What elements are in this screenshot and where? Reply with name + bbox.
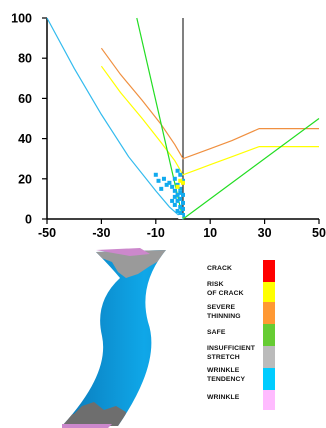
legend-label-safe: SAFE <box>207 329 226 336</box>
x-tick-label: 30 <box>258 226 272 240</box>
x-tick-label: 50 <box>312 226 326 240</box>
scatter-point <box>170 198 175 203</box>
part-view <box>62 248 166 428</box>
y-tick-label: 20 <box>18 172 32 186</box>
scatter-point <box>167 180 172 185</box>
scatter-point <box>156 178 161 183</box>
scatter-point <box>172 188 177 193</box>
legend-swatch-safe <box>263 324 275 346</box>
scatter-point <box>175 192 180 197</box>
scatter-point <box>181 212 185 217</box>
scatter-point <box>178 204 183 209</box>
y-tick-label: 40 <box>18 132 32 146</box>
legend-swatch-wrinkle-tendency <box>263 368 275 390</box>
y-tick-label: 80 <box>18 52 32 66</box>
x-tick-label: -10 <box>147 226 165 240</box>
legend-label-wrinkle-tendency: WRINKLE TENDENCY <box>207 367 246 383</box>
scatter-point <box>175 198 180 203</box>
scatter-points <box>153 168 185 219</box>
legend-label-risk-of-crack: RISK OF CRACK <box>207 281 244 297</box>
safe-region <box>154 330 166 344</box>
scatter-point <box>178 190 183 195</box>
series-layer <box>46 17 320 220</box>
wrinkle-edge-top <box>96 248 150 256</box>
x-tick-label: -50 <box>38 226 56 240</box>
scatter-point <box>178 210 183 215</box>
scatter-point <box>178 186 183 191</box>
insufficient-stretch-region-bottom <box>62 402 126 426</box>
series-line-1 <box>100 65 319 176</box>
chart-axes <box>42 17 320 224</box>
y-tick-label: 0 <box>25 213 32 227</box>
legend-swatch-wrinkle <box>263 390 275 410</box>
scatter-point <box>178 196 183 201</box>
forming-limit-chart: 0 20 40 60 80 100 -50 -30 -10 10 30 50 <box>11 12 326 241</box>
risk-spot <box>158 334 164 339</box>
highlight-point <box>178 178 183 183</box>
legend-swatch-risk-of-crack <box>263 282 275 302</box>
y-tick-label: 100 <box>11 12 32 26</box>
scatter-point <box>181 192 185 197</box>
insufficient-stretch-region-top <box>90 250 166 278</box>
legend-swatch-crack <box>263 260 275 282</box>
highlight-point <box>178 214 183 219</box>
scatter-point <box>175 208 180 213</box>
scatter-point <box>164 182 169 187</box>
series-line-3 <box>136 17 184 220</box>
legend-label-crack: CRACK <box>207 265 233 272</box>
legend-swatch-severe-thinning <box>263 302 275 324</box>
legend-label-insufficient-stretch: INSUFFICIENT STRETCH <box>207 345 256 361</box>
scatter-point <box>175 182 180 187</box>
scatter-point <box>181 206 185 211</box>
highlight-point <box>175 184 180 189</box>
series-line-2 <box>182 118 320 220</box>
highlight-point <box>181 180 185 185</box>
series-line-0 <box>100 47 319 160</box>
y-tick-label: 60 <box>18 92 32 106</box>
part-shell <box>62 250 166 426</box>
scatter-point <box>172 202 177 207</box>
legend-label-wrinkle: WRINKLE <box>207 394 240 401</box>
wrinkle-edge-bottom <box>62 424 112 428</box>
scatter-point <box>172 194 177 199</box>
scatter-point <box>181 200 185 205</box>
scatter-point <box>175 168 180 173</box>
x-tick-label: -30 <box>92 226 110 240</box>
legend-label-severe-thinning: SEVERE THINNING <box>207 304 241 320</box>
scatter-point <box>172 176 177 181</box>
legend: CRACK RISK OF CRACK SEVERE THINNING SAFE… <box>207 258 322 426</box>
scatter-point <box>159 186 164 191</box>
x-tick-label: 10 <box>203 226 217 240</box>
scatter-point <box>178 172 183 177</box>
scatter-point <box>153 172 158 177</box>
scatter-point <box>181 178 185 183</box>
scatter-point <box>170 184 175 189</box>
scatter-point <box>161 176 166 181</box>
series-line-4 <box>46 17 184 220</box>
tick-labels: 0 20 40 60 80 100 -50 -30 -10 10 30 50 <box>11 12 326 241</box>
legend-swatch-insufficient-stretch <box>263 346 275 368</box>
